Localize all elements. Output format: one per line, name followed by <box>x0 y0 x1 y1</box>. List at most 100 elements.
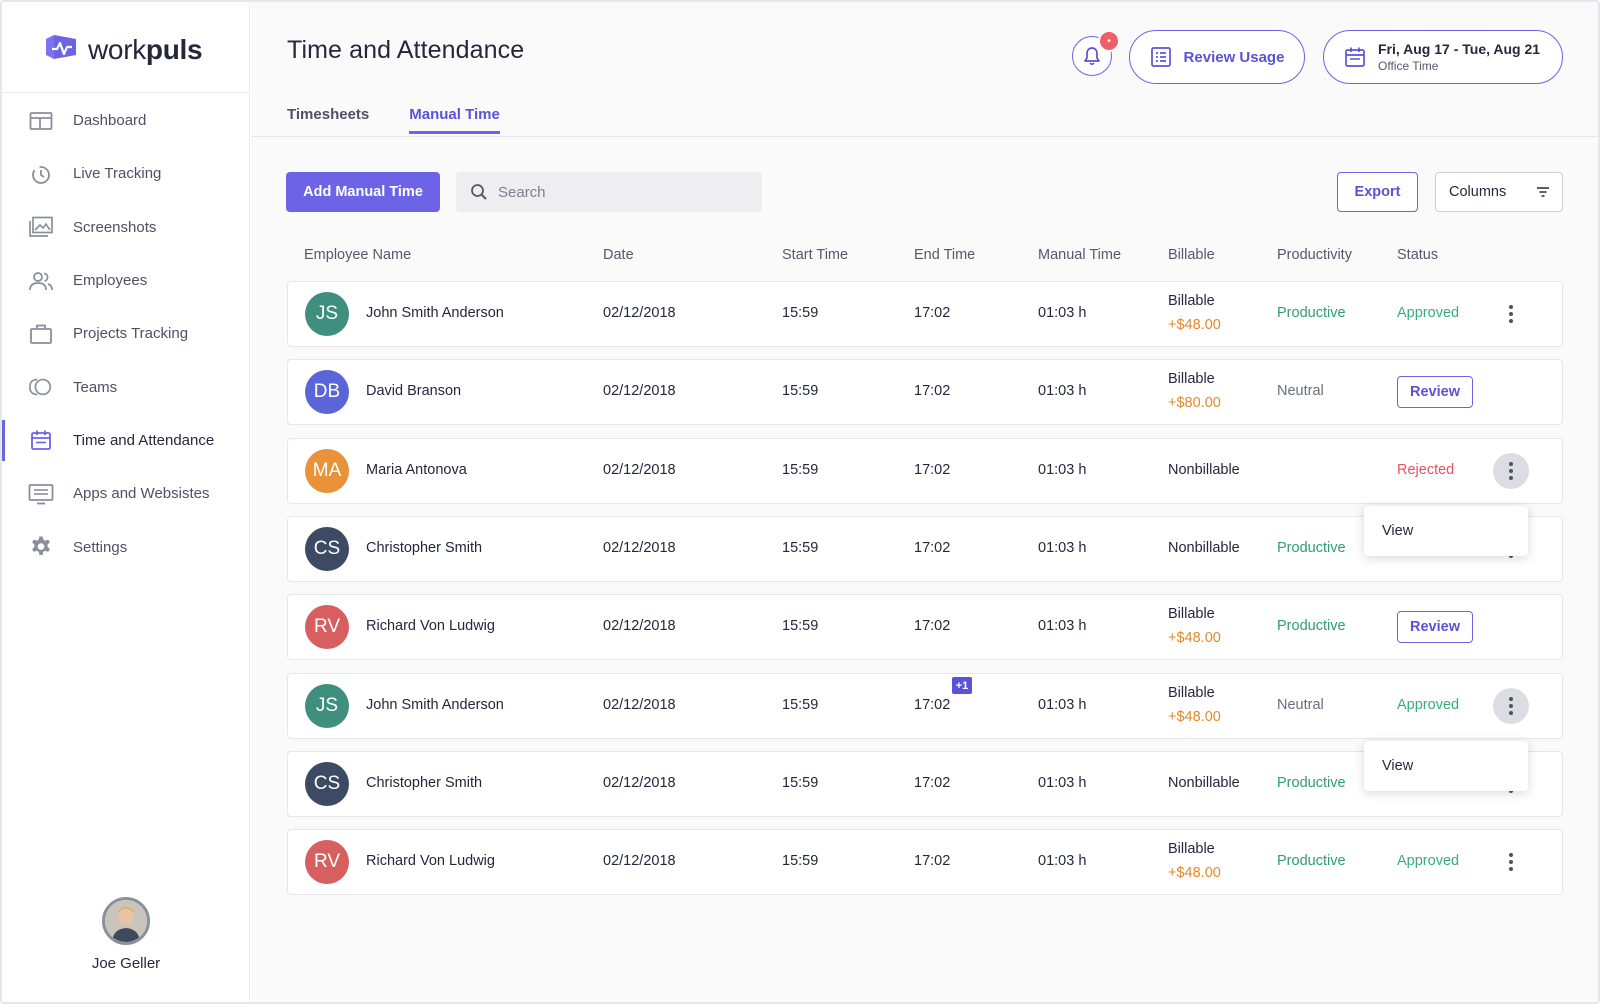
add-manual-time-button[interactable]: Add Manual Time <box>286 172 440 212</box>
avatar: JS <box>305 684 349 728</box>
employee-name[interactable]: John Smith Anderson <box>366 305 504 321</box>
column-header-employee-name[interactable]: Employee Name <box>304 247 412 263</box>
sidebar-item-teams[interactable]: Teams <box>2 360 250 413</box>
manual-time-cell: 01:03 h <box>1038 697 1087 713</box>
menu-item-view[interactable]: View <box>1382 523 1414 539</box>
sidebar-item-label: Time and Attendance <box>73 431 215 449</box>
end-time-cell: 17:02 <box>914 853 951 869</box>
end-time-cell: 17:02 <box>914 305 951 321</box>
column-header-billable[interactable]: Billable <box>1168 247 1215 263</box>
row-actions-button[interactable] <box>1493 296 1529 332</box>
date-range-subtitle: Office Time <box>1378 59 1439 73</box>
manual-time-cell: 01:03 h <box>1038 383 1087 399</box>
sidebar-item-employees[interactable]: Employees <box>2 254 250 307</box>
workpuls-logo[interactable]: workpuls <box>44 30 203 70</box>
column-header-date[interactable]: Date <box>603 247 634 263</box>
productivity-cell: Productive <box>1277 853 1346 869</box>
productivity-cell: Neutral <box>1277 697 1324 713</box>
row-actions-button[interactable] <box>1493 453 1529 489</box>
sidebar-item-apps-and-websistes[interactable]: Apps and Websistes <box>2 467 250 520</box>
billable-amount: +$48.00 <box>1168 317 1221 333</box>
search-input[interactable] <box>498 183 738 201</box>
column-header-end-time[interactable]: End Time <box>914 247 976 263</box>
row-actions-button[interactable] <box>1493 844 1529 880</box>
table-row[interactable]: RV Richard Von Ludwig 02/12/2018 15:59 17:02… <box>287 829 1563 895</box>
table-row[interactable]: RV Richard Von Ludwig 02/12/2018 15:59 17:02… <box>287 594 1563 660</box>
workpuls-logo-icon <box>44 33 78 68</box>
manual-time-cell: 01:03 h <box>1038 853 1087 869</box>
table-row[interactable]: JS John Smith Anderson 02/12/2018 15:59 17:0… <box>287 673 1563 739</box>
sidebar-item-settings[interactable]: Settings <box>2 520 250 573</box>
monitor-icon <box>28 481 54 507</box>
tab-manual-time[interactable]: Manual Time <box>409 106 500 134</box>
end-time-cell: 17:02 <box>914 540 951 556</box>
status-badge: Rejected <box>1397 462 1455 478</box>
avatar[interactable] <box>102 897 150 945</box>
end-time-cell: 17:02 <box>914 462 951 478</box>
status-badge: Approved <box>1397 305 1460 321</box>
employee-name[interactable]: John Smith Anderson <box>366 697 504 713</box>
date-range-picker[interactable]: Fri, Aug 17 - Tue, Aug 21 Office Time <box>1323 30 1563 84</box>
sidebar-item-time-and-attendance[interactable]: Time and Attendance <box>2 414 250 467</box>
calendar-icon <box>1345 47 1365 67</box>
date-cell: 02/12/2018 <box>603 775 676 791</box>
sidebar-item-dashboard[interactable]: Dashboard <box>2 94 250 147</box>
employee-name[interactable]: David Branson <box>366 383 462 399</box>
date-cell: 02/12/2018 <box>603 540 676 556</box>
sidebar-item-label: Projects Tracking <box>73 325 189 343</box>
notification-badge: • <box>1098 30 1120 52</box>
table-row[interactable]: CS Christopher Smith 02/12/2018 15:59 17:02 0… <box>287 751 1563 817</box>
table-row[interactable]: MA Maria Antonova 02/12/2018 15:59 17:02 01:0… <box>287 438 1563 504</box>
more-vertical-icon <box>1509 461 1513 482</box>
billable-cell: Nonbillable <box>1168 462 1240 478</box>
table-row[interactable]: JS John Smith Anderson 02/12/2018 15:59 17:0… <box>287 281 1563 347</box>
employee-name[interactable]: Richard Von Ludwig <box>366 618 495 634</box>
sidebar-nav: Dashboard Live Tracking Screenshots Employe… <box>2 94 250 574</box>
billable-amount: +$48.00 <box>1168 865 1221 881</box>
productivity-cell: Productive <box>1277 775 1346 791</box>
tabs-divider <box>251 136 1598 137</box>
review-button[interactable]: Review <box>1397 611 1473 643</box>
date-cell: 02/12/2018 <box>603 305 676 321</box>
employee-name[interactable]: Richard Von Ludwig <box>366 853 495 869</box>
columns-label: Columns <box>1449 184 1507 200</box>
employee-name[interactable]: Maria Antonova <box>366 462 467 478</box>
teams-icon <box>28 374 54 400</box>
columns-button[interactable]: Columns <box>1435 172 1563 212</box>
export-button[interactable]: Export <box>1337 172 1418 212</box>
table-header: Employee Name Date Start Time End Time M… <box>287 247 1563 269</box>
manual-time-cell: 01:03 h <box>1038 775 1087 791</box>
page-title: Time and Attendance <box>287 36 525 64</box>
start-time-cell: 15:59 <box>782 853 819 869</box>
productivity-cell: Productive <box>1277 618 1346 634</box>
billable-cell: Nonbillable <box>1168 540 1240 556</box>
column-header-start-time[interactable]: Start Time <box>782 247 849 263</box>
table-row[interactable]: DB David Branson 02/12/2018 15:59 17:02 01:03… <box>287 359 1563 425</box>
search-box <box>456 172 762 212</box>
tab-timesheets[interactable]: Timesheets <box>287 106 370 123</box>
sidebar-item-screenshots[interactable]: Screenshots <box>2 201 250 254</box>
menu-item-view[interactable]: View <box>1382 758 1414 774</box>
sidebar-item-live-tracking[interactable]: Live Tracking <box>2 147 250 200</box>
column-header-status[interactable]: Status <box>1397 247 1439 263</box>
employee-name[interactable]: Christopher Smith <box>366 540 483 556</box>
start-time-cell: 15:59 <box>782 383 819 399</box>
review-usage-button[interactable]: Review Usage <box>1129 30 1305 84</box>
end-time-cell: 17:02 <box>914 383 951 399</box>
avatar: RV <box>305 605 349 649</box>
row-actions-menu[interactable]: View <box>1364 506 1528 556</box>
column-header-manual-time[interactable]: Manual Time <box>1038 247 1122 263</box>
row-actions-menu[interactable]: View <box>1364 741 1528 791</box>
gear-icon <box>28 534 54 560</box>
review-button[interactable]: Review <box>1397 376 1473 408</box>
employee-name[interactable]: Christopher Smith <box>366 775 483 791</box>
sidebar-item-label: Employees <box>73 272 148 290</box>
row-actions-button[interactable] <box>1493 688 1529 724</box>
column-header-productivity[interactable]: Productivity <box>1277 247 1352 263</box>
avatar: JS <box>305 292 349 336</box>
avatar: CS <box>305 762 349 806</box>
user-profile[interactable]: Joe Geller <box>2 897 250 972</box>
sidebar-item-label: Settings <box>73 538 128 556</box>
sidebar-item-projects-tracking[interactable]: Projects Tracking <box>2 307 250 360</box>
